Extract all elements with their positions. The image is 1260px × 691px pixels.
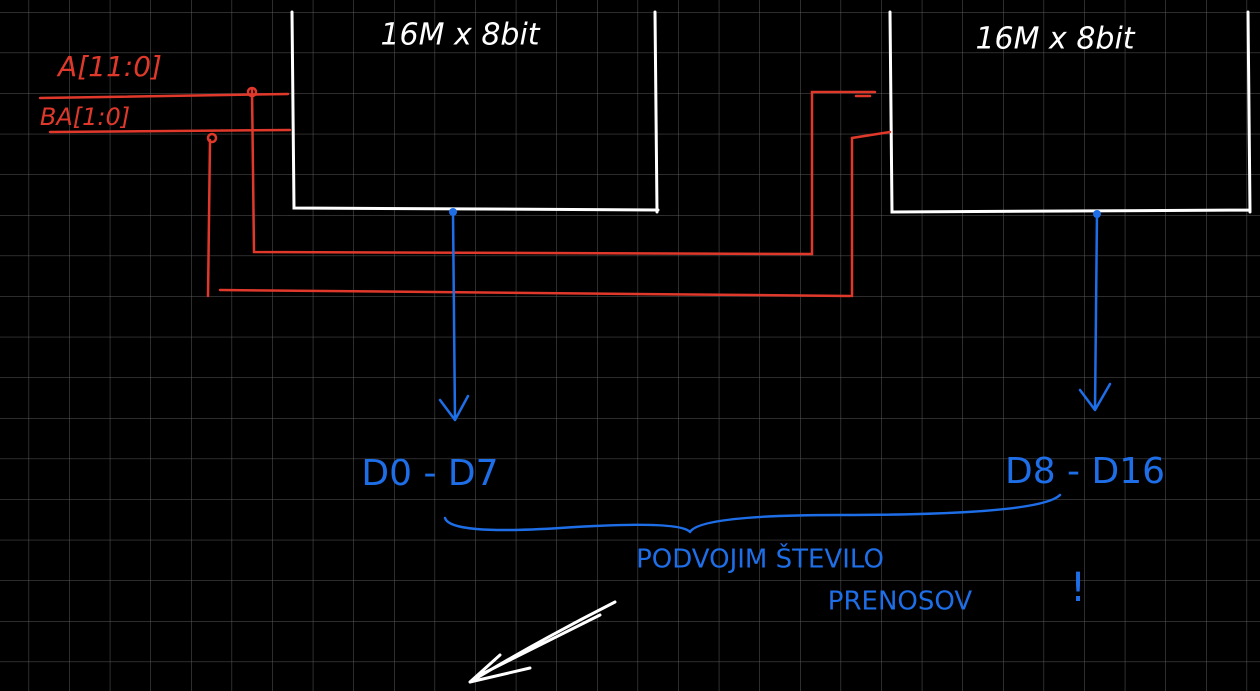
pointer-arrow — [468, 600, 617, 684]
data-arrow — [1078, 210, 1112, 412]
signal-label: BA[1:0] — [40, 103, 130, 131]
bus-label: D0 - D7 — [361, 453, 498, 494]
address-line — [38, 88, 877, 256]
signal-label: A[11:0] — [56, 50, 162, 83]
brace — [443, 493, 1062, 534]
note-text: PODVOJIM ŠTEVILO — [636, 543, 884, 575]
junction — [1093, 210, 1101, 218]
bank-line — [48, 128, 892, 298]
junction — [206, 132, 218, 144]
chip-label: 16M x 8bit — [975, 22, 1135, 57]
chip-label: 16M x 8bit — [380, 18, 540, 53]
chip-outline — [290, 10, 660, 214]
note-text: PRENOSOV — [828, 587, 973, 617]
junction — [246, 86, 258, 98]
chip-outline — [888, 10, 1252, 214]
data-arrow — [438, 210, 470, 422]
junction — [449, 208, 457, 216]
bus-label: D8 - D16 — [1005, 451, 1165, 492]
note-mark: ! — [1070, 565, 1086, 611]
